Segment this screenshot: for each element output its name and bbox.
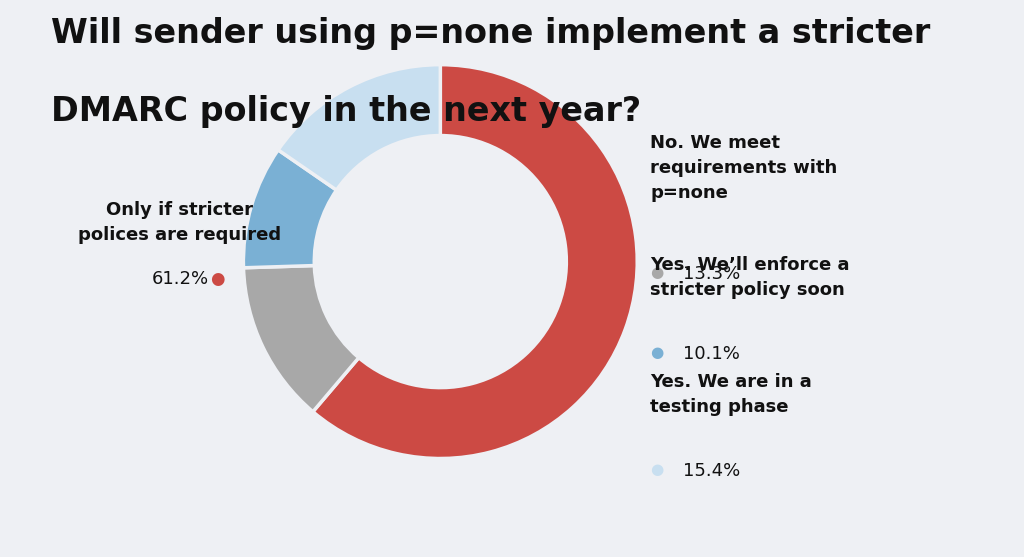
Text: ●: ● <box>650 462 664 477</box>
Text: DMARC policy in the next year?: DMARC policy in the next year? <box>51 95 641 128</box>
Wedge shape <box>313 65 637 458</box>
Text: 61.2%: 61.2% <box>152 270 209 288</box>
Text: No. We meet
requirements with
p=none: No. We meet requirements with p=none <box>650 134 838 202</box>
Text: Yes. We are in a
testing phase: Yes. We are in a testing phase <box>650 373 812 416</box>
Wedge shape <box>244 266 358 412</box>
Text: ●: ● <box>650 345 664 360</box>
Text: Will sender using p=none implement a stricter: Will sender using p=none implement a str… <box>51 17 931 50</box>
Text: ●: ● <box>210 270 224 288</box>
Text: 10.1%: 10.1% <box>683 345 740 363</box>
Wedge shape <box>279 65 440 190</box>
Text: Only if stricter
polices are required: Only if stricter polices are required <box>78 201 281 243</box>
Text: 15.4%: 15.4% <box>683 462 740 480</box>
Text: 13.3%: 13.3% <box>683 265 740 282</box>
Wedge shape <box>244 150 337 268</box>
Text: ●: ● <box>650 265 664 280</box>
Text: Yes. We’ll enforce a
stricter policy soon: Yes. We’ll enforce a stricter policy soo… <box>650 256 850 299</box>
